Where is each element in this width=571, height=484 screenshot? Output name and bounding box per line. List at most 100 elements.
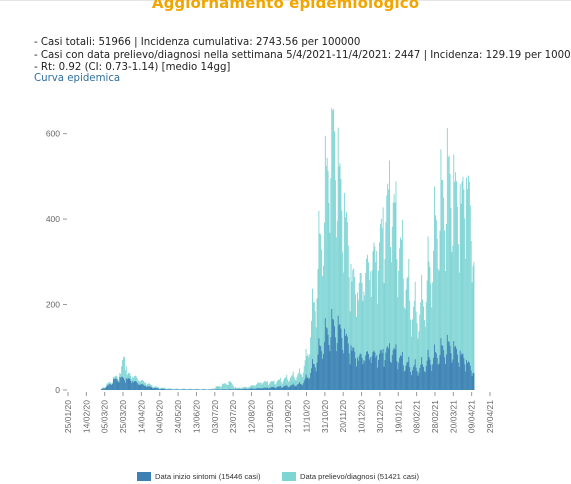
bar-onset [237, 389, 239, 390]
bar-diagnosis [342, 252, 344, 390]
bar-onset [159, 389, 161, 390]
legend-swatch-onset [137, 472, 151, 481]
bar-diagnosis [191, 389, 193, 390]
bar-onset [323, 353, 324, 390]
bar-diagnosis [190, 388, 191, 390]
bar-onset [126, 379, 128, 390]
bar-diagnosis [345, 217, 346, 390]
bar-onset [124, 382, 126, 390]
bar-onset [416, 371, 418, 390]
bar-onset [439, 355, 441, 390]
bar-diagnosis [375, 262, 377, 390]
bar-diagnosis [358, 282, 360, 390]
epidemic-curve-link[interactable]: Curva epidemica [34, 73, 121, 84]
bar-diagnosis [255, 385, 257, 390]
bar-onset [255, 388, 257, 390]
bar-onset [101, 388, 103, 390]
bar-diagnosis [365, 273, 367, 390]
bar-diagnosis [362, 301, 364, 390]
bar-diagnosis [390, 262, 392, 390]
bar-onset [269, 387, 271, 390]
bar-diagnosis [313, 302, 315, 390]
bar-onset [458, 366, 460, 390]
bar-onset [149, 386, 151, 390]
bar-diagnosis [230, 382, 232, 390]
bar-diagnosis [245, 387, 247, 390]
bar-onset [357, 360, 359, 390]
bar-onset [358, 355, 360, 390]
bar-onset [285, 385, 287, 390]
bar-onset [268, 388, 270, 390]
bar-onset [446, 334, 448, 390]
bar-diagnosis [329, 232, 331, 390]
bar-onset [170, 389, 172, 390]
bar-onset [327, 334, 329, 390]
bar-diagnosis [300, 373, 301, 390]
bar-onset [334, 337, 336, 390]
bar-onset [150, 387, 152, 390]
bar-diagnosis [347, 245, 349, 390]
bar-diagnosis [208, 389, 210, 390]
bar-onset [127, 378, 129, 390]
bar-diagnosis [444, 230, 446, 390]
x-tick-label: 14/02/20 [81, 400, 91, 433]
bar-onset [344, 328, 346, 390]
bar-diagnosis [411, 336, 412, 390]
bar-onset [141, 384, 143, 390]
bar-diagnosis [203, 389, 205, 390]
bar-diagnosis [229, 381, 231, 390]
bar-diagnosis [276, 382, 278, 390]
bar-onset [300, 384, 301, 390]
bar-onset [334, 326, 335, 390]
bar-diagnosis [441, 179, 443, 390]
bar-onset [222, 389, 224, 390]
bar-onset [389, 343, 390, 390]
bar-onset [331, 309, 333, 390]
bar-diagnosis [346, 222, 348, 390]
bar-onset [306, 377, 308, 390]
bar-onset [338, 324, 340, 390]
bar-onset [372, 351, 374, 390]
bar-onset [303, 380, 305, 390]
bar-diagnosis [336, 221, 338, 390]
bar-diagnosis [245, 386, 246, 390]
legend-label-diagnosis: Data prelievo/diagnosi (51421 casi) [300, 472, 420, 481]
bar-diagnosis [252, 385, 254, 390]
bar-onset [414, 359, 416, 390]
bar-onset [265, 387, 267, 390]
bar-onset [451, 362, 453, 390]
bar-diagnosis [231, 383, 233, 390]
bar-onset [295, 386, 297, 390]
bar-onset [345, 335, 346, 390]
bar-onset [304, 378, 306, 390]
bar-onset [122, 376, 124, 390]
y-tick-label: 600 [46, 129, 60, 139]
bar-diagnosis [259, 383, 261, 390]
bar-diagnosis [363, 291, 365, 390]
bar-diagnosis [453, 154, 455, 390]
bar-onset [325, 327, 327, 390]
bar-diagnosis [303, 365, 305, 390]
bar-diagnosis [390, 247, 391, 390]
x-tick-label: 12/08/20 [246, 400, 256, 433]
bar-onset [156, 388, 157, 390]
legend-item-diagnosis[interactable]: Data prelievo/diagnosi (51421 casi) [282, 472, 419, 481]
bar-diagnosis [428, 261, 430, 390]
bar-onset [448, 341, 450, 390]
bar-diagnosis [290, 375, 292, 390]
bar-onset [168, 389, 170, 390]
bar-onset [469, 365, 471, 390]
legend-item-onset[interactable]: Data inizio sintomi (15446 casi) [137, 472, 261, 481]
bar-onset [320, 346, 322, 390]
x-tick-label: 05/03/20 [100, 400, 110, 433]
bar-onset [335, 351, 337, 390]
bar-diagnosis [279, 377, 281, 390]
bar-diagnosis [223, 383, 224, 390]
bar-onset [378, 360, 379, 390]
bar-diagnosis [359, 273, 361, 390]
bar-diagnosis [432, 282, 434, 390]
bar-diagnosis [314, 311, 316, 390]
bar-onset [292, 383, 294, 390]
legend-label-onset: Data inizio sintomi (15446 casi) [155, 472, 261, 481]
series-onset-bars [101, 309, 475, 390]
